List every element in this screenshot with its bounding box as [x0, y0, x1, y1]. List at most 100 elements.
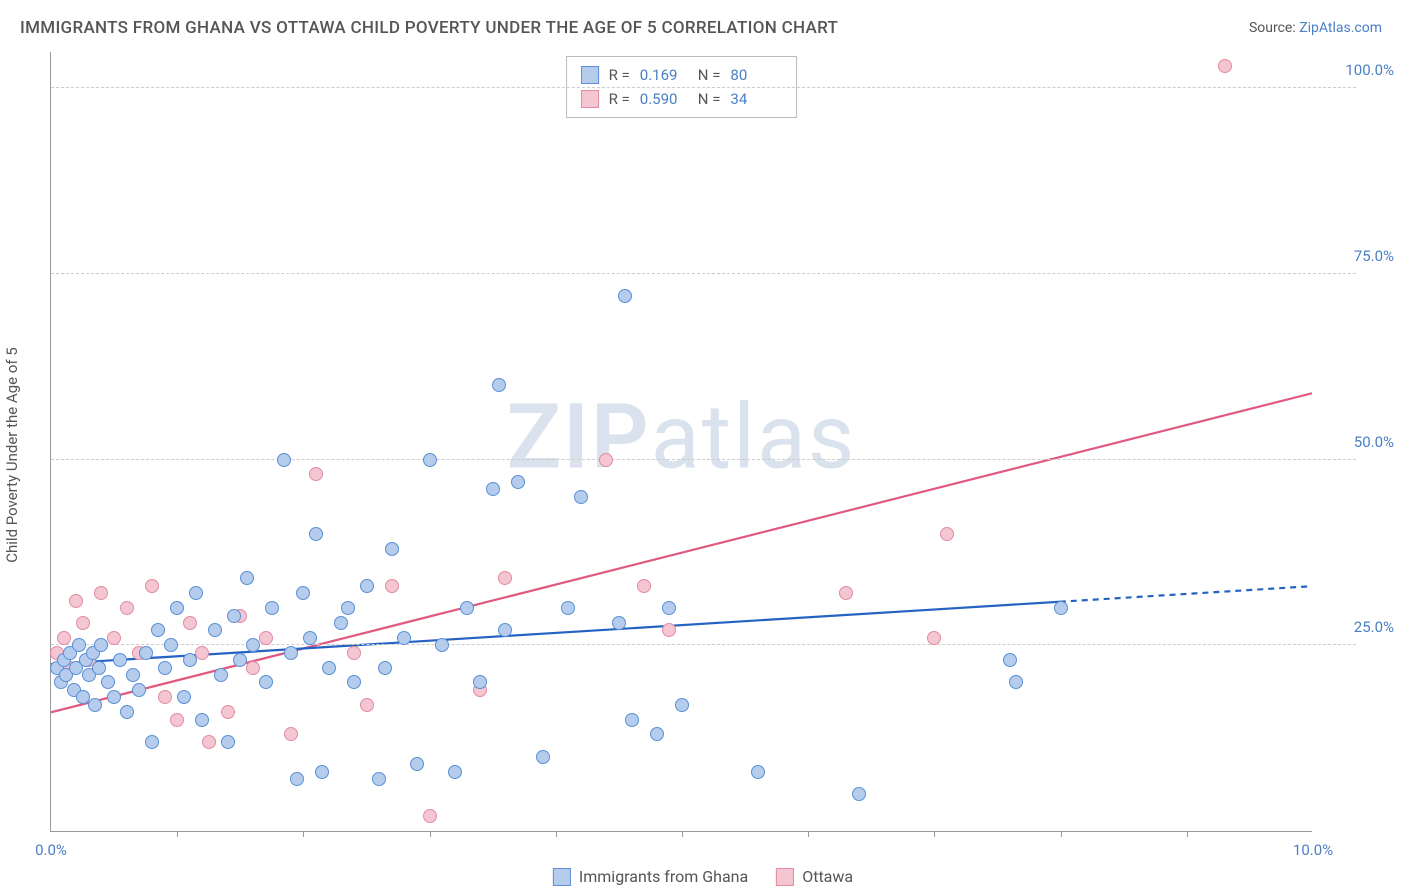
scatter-point-pink: [637, 579, 651, 593]
scatter-point-blue: [177, 690, 191, 704]
scatter-point-blue: [410, 757, 424, 771]
scatter-point-blue: [473, 675, 487, 689]
scatter-point-pink: [839, 586, 853, 600]
scatter-plot-area: ZIPatlas R = 0.169 N = 80 R = 0.590 N = …: [50, 52, 1312, 832]
r-label: R =: [609, 63, 630, 87]
scatter-point-blue: [303, 631, 317, 645]
scatter-point-blue: [662, 601, 676, 615]
scatter-point-pink: [662, 623, 676, 637]
scatter-point-blue: [435, 638, 449, 652]
scatter-point-blue: [486, 482, 500, 496]
scatter-point-pink: [76, 616, 90, 630]
scatter-point-blue: [625, 713, 639, 727]
x-tick-label: 0.0%: [35, 841, 67, 859]
scatter-point-blue: [227, 609, 241, 623]
scatter-point-blue: [574, 490, 588, 504]
scatter-point-blue: [94, 638, 108, 652]
x-tick: [808, 831, 809, 837]
scatter-point-blue: [72, 638, 86, 652]
scatter-point-blue: [158, 661, 172, 675]
scatter-point-blue: [1009, 675, 1023, 689]
scatter-point-pink: [158, 690, 172, 704]
scatter-point-blue: [240, 571, 254, 585]
chart-title: IMMIGRANTS FROM GHANA VS OTTAWA CHILD PO…: [20, 18, 838, 38]
scatter-point-blue: [1054, 601, 1068, 615]
scatter-point-blue: [397, 631, 411, 645]
scatter-point-blue: [618, 289, 632, 303]
scatter-point-blue: [88, 698, 102, 712]
x-tick: [1187, 831, 1188, 837]
x-tick: [430, 831, 431, 837]
scatter-point-blue: [612, 616, 626, 630]
scatter-point-pink: [120, 601, 134, 615]
r-value: 0.590: [640, 87, 688, 111]
scatter-point-blue: [322, 661, 336, 675]
scatter-point-pink: [1218, 59, 1232, 73]
scatter-point-pink: [423, 809, 437, 823]
legend-label: Ottawa: [802, 867, 853, 886]
swatch-blue-icon: [581, 66, 599, 84]
scatter-point-pink: [284, 727, 298, 741]
scatter-point-blue: [126, 668, 140, 682]
scatter-point-blue: [1003, 653, 1017, 667]
series-legend: Immigrants from Ghana Ottawa: [553, 867, 853, 886]
scatter-point-blue: [309, 527, 323, 541]
scatter-point-blue: [385, 542, 399, 556]
scatter-point-blue: [164, 638, 178, 652]
n-value: 34: [730, 87, 778, 111]
x-tick: [303, 831, 304, 837]
scatter-point-blue: [221, 735, 235, 749]
source-label: Source:: [1249, 20, 1299, 36]
scatter-point-blue: [315, 765, 329, 779]
scatter-point-blue: [284, 646, 298, 660]
scatter-point-blue: [561, 601, 575, 615]
legend-item-blue: Immigrants from Ghana: [553, 867, 748, 886]
scatter-point-blue: [492, 378, 506, 392]
scatter-point-pink: [599, 453, 613, 467]
scatter-point-blue: [113, 653, 127, 667]
scatter-point-pink: [69, 594, 83, 608]
gridline-h: [51, 87, 1356, 88]
scatter-point-blue: [448, 765, 462, 779]
scatter-point-pink: [927, 631, 941, 645]
scatter-point-pink: [498, 571, 512, 585]
scatter-point-blue: [265, 601, 279, 615]
scatter-point-blue: [120, 705, 134, 719]
trend-lines-layer: [51, 52, 1312, 831]
n-label: N =: [698, 87, 721, 111]
scatter-point-blue: [277, 453, 291, 467]
scatter-point-blue: [650, 727, 664, 741]
y-tick-label: 100.0%: [1345, 61, 1394, 79]
scatter-point-blue: [145, 735, 159, 749]
scatter-point-blue: [195, 713, 209, 727]
scatter-point-blue: [189, 586, 203, 600]
scatter-point-pink: [360, 698, 374, 712]
scatter-point-blue: [751, 765, 765, 779]
legend-label: Immigrants from Ghana: [579, 867, 748, 886]
scatter-point-pink: [202, 735, 216, 749]
y-tick-label: 75.0%: [1354, 247, 1394, 265]
gridline-h: [51, 273, 1356, 274]
source-attribution: Source: ZipAtlas.com: [1249, 20, 1382, 36]
stats-row-pink: R = 0.590 N = 34: [581, 87, 779, 111]
scatter-point-pink: [259, 631, 273, 645]
scatter-point-blue: [536, 750, 550, 764]
y-tick-label: 25.0%: [1354, 618, 1394, 636]
source-link[interactable]: ZipAtlas.com: [1299, 20, 1382, 36]
scatter-point-blue: [259, 675, 273, 689]
scatter-point-blue: [378, 661, 392, 675]
watermark-atlas: atlas: [651, 384, 857, 489]
scatter-point-blue: [511, 475, 525, 489]
y-tick-label: 50.0%: [1354, 433, 1394, 451]
x-tick: [1061, 831, 1062, 837]
scatter-point-blue: [101, 675, 115, 689]
scatter-point-blue: [107, 690, 121, 704]
scatter-point-blue: [360, 579, 374, 593]
scatter-point-pink: [94, 586, 108, 600]
scatter-point-blue: [214, 668, 228, 682]
scatter-point-blue: [498, 623, 512, 637]
scatter-point-blue: [183, 653, 197, 667]
scatter-point-blue: [290, 772, 304, 786]
watermark: ZIPatlas: [507, 384, 857, 489]
n-label: N =: [698, 63, 721, 87]
